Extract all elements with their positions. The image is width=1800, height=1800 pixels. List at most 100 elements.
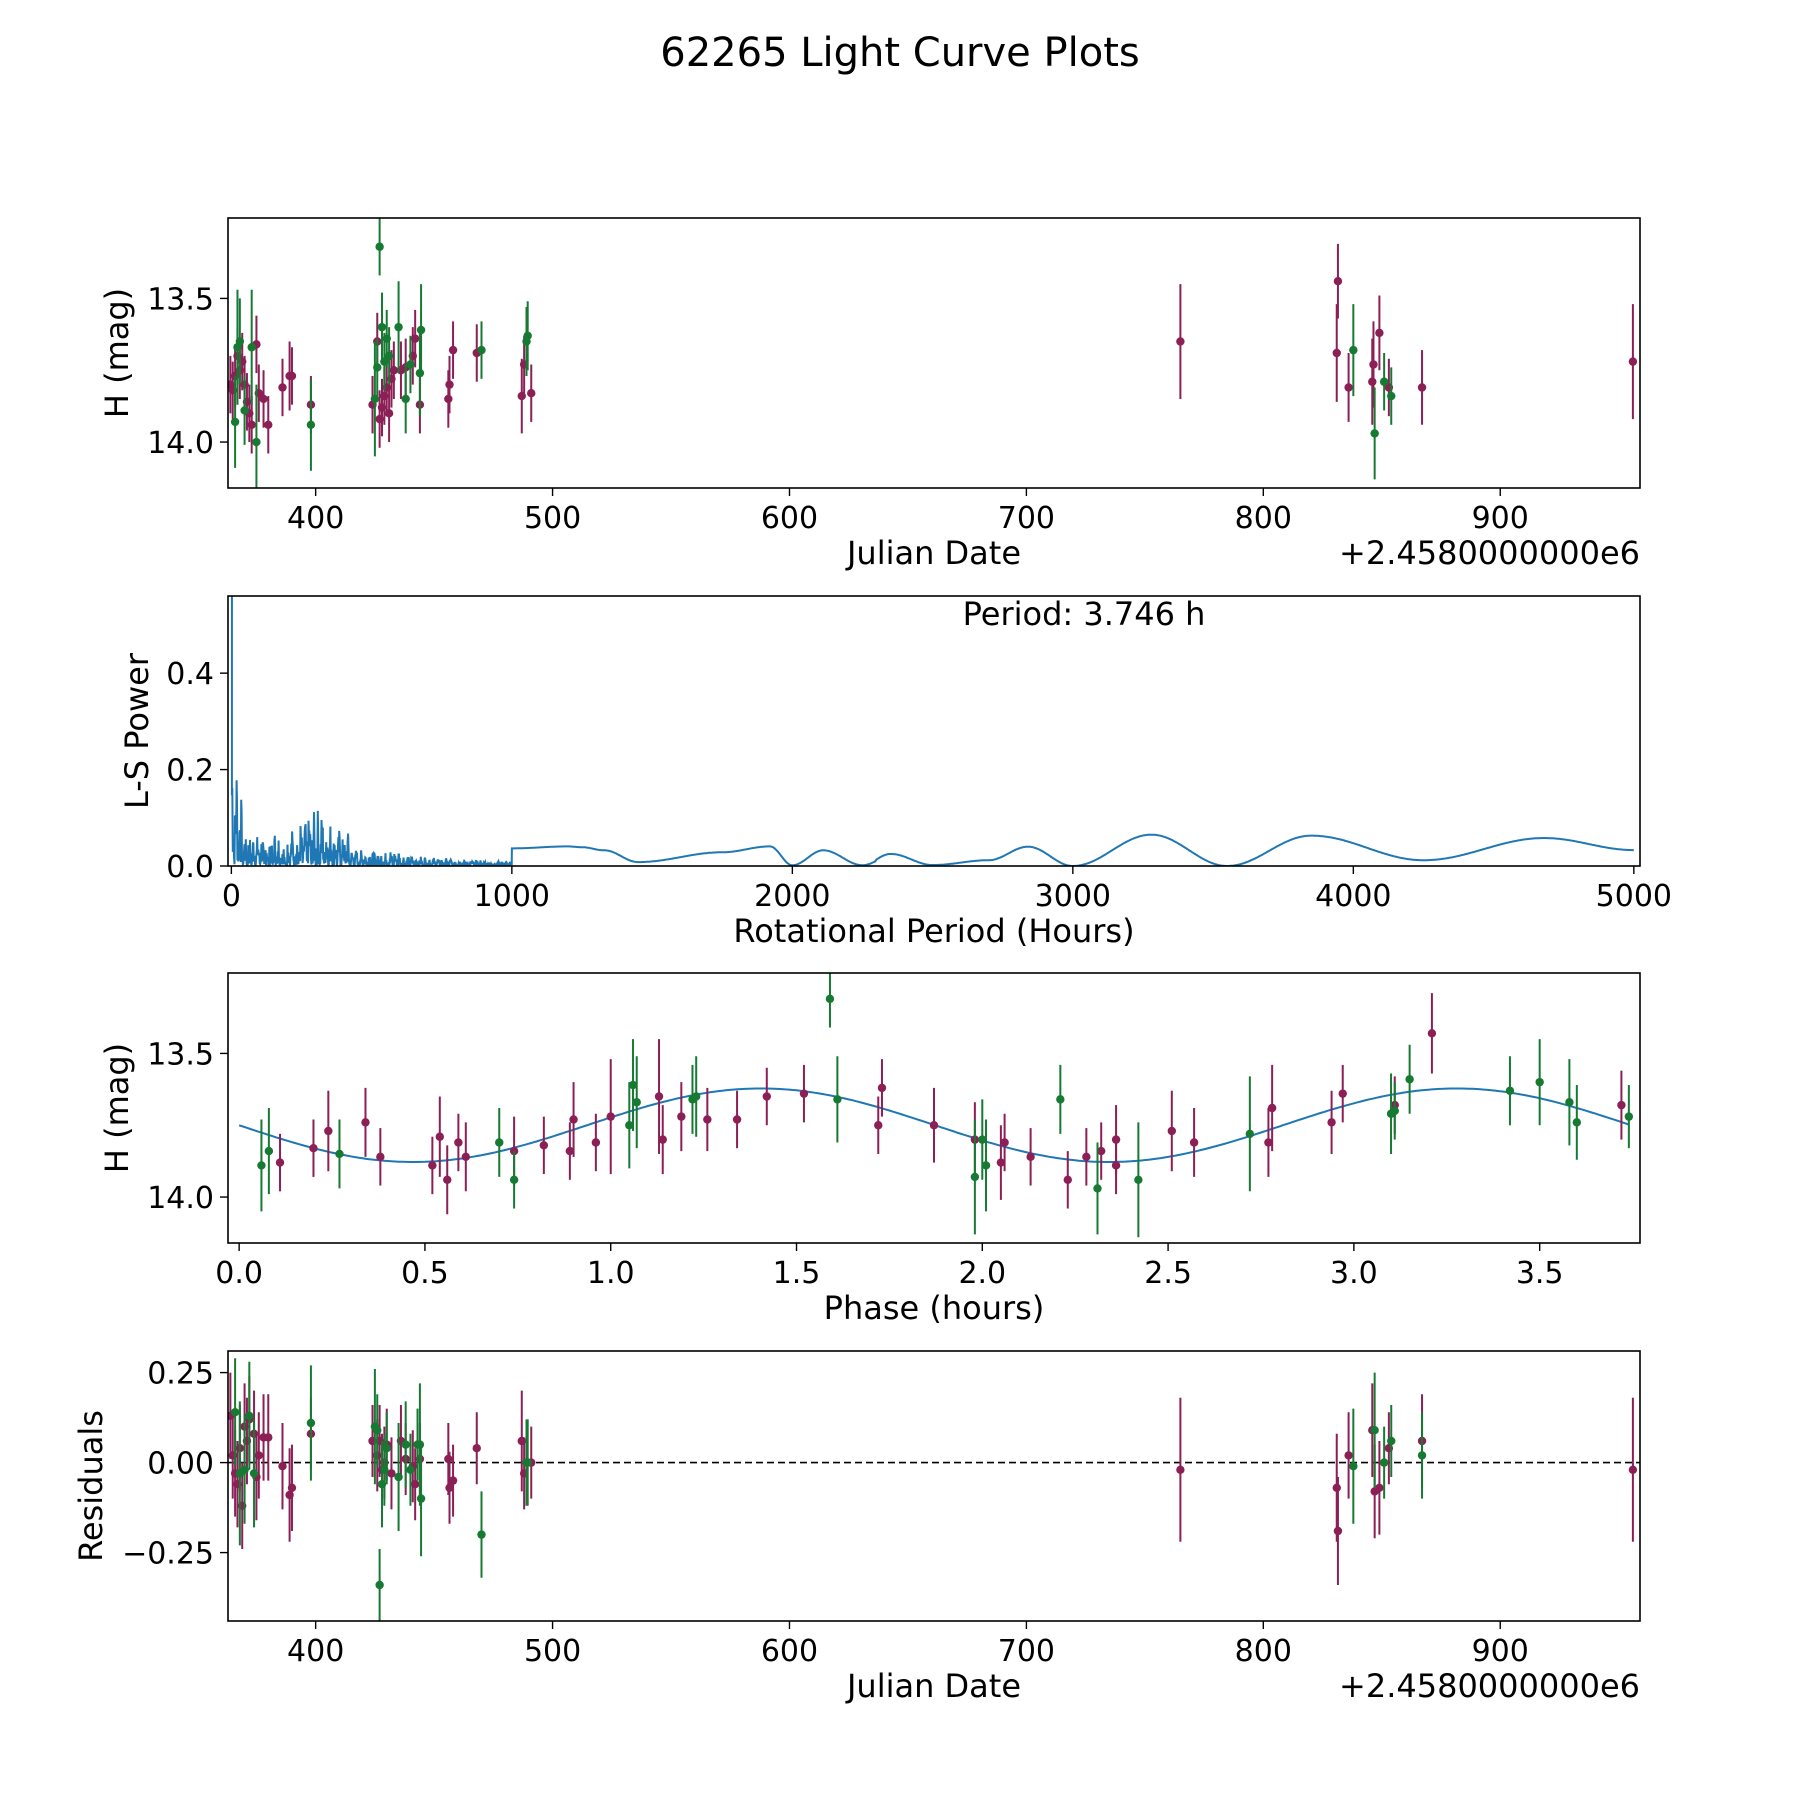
data-point: [477, 1530, 486, 1539]
data-point: [406, 1465, 415, 1475]
data-point: [569, 1115, 578, 1124]
data-point: [387, 1469, 396, 1478]
residuals-points: [228, 1358, 1638, 1621]
x-tick-label: 3.5: [1516, 1256, 1564, 1291]
x-tick-label: 400: [287, 1634, 344, 1669]
data-point: [454, 1138, 463, 1147]
data-point: [1349, 345, 1358, 355]
data-point: [306, 420, 316, 430]
data-point: [877, 1083, 887, 1093]
data-point: [591, 1138, 601, 1147]
data-point: [1097, 1146, 1106, 1156]
x-tick-label: 1.5: [773, 1256, 821, 1291]
data-point: [1617, 1100, 1626, 1110]
data-point: [410, 1480, 420, 1489]
data-point: [691, 1092, 701, 1101]
data-point: [361, 1118, 370, 1127]
data-point: [1063, 1175, 1072, 1185]
data-point: [444, 1454, 453, 1464]
data-point: [1379, 1458, 1389, 1467]
y-tick-label: 0.00: [147, 1447, 214, 1482]
data-point: [1417, 383, 1427, 392]
residuals-frame: [227, 1350, 1641, 1622]
data-point: [1327, 1118, 1336, 1127]
y-tick-label: −0.25: [122, 1537, 214, 1572]
phased-curve-points: [257, 973, 1634, 1238]
residuals-offset-text: +2.4580000000e6: [1339, 1667, 1640, 1705]
light-curve-frame: [227, 217, 1641, 489]
data-point: [287, 1483, 297, 1493]
data-point: [1344, 1451, 1353, 1460]
data-point: [539, 1141, 549, 1150]
data-point: [1417, 1451, 1427, 1460]
data-point: [978, 1135, 987, 1144]
data-point: [373, 1426, 382, 1435]
data-point: [252, 437, 261, 447]
data-point: [375, 242, 384, 251]
data-point: [247, 420, 256, 430]
data-point: [230, 1408, 240, 1417]
data-point: [509, 1175, 519, 1185]
data-point: [401, 394, 410, 404]
data-point: [1387, 391, 1396, 401]
y-tick-label: 13.5: [147, 1037, 214, 1072]
data-point: [410, 334, 420, 343]
periodogram-xlabel: Rotational Period (Hours): [733, 912, 1134, 950]
data-point: [495, 1138, 504, 1147]
x-tick-label: 5000: [1596, 879, 1672, 914]
x-tick-label: 700: [998, 501, 1055, 536]
data-point: [1134, 1175, 1143, 1185]
data-point: [278, 383, 287, 392]
data-point: [394, 322, 403, 332]
data-point: [370, 394, 380, 404]
data-point: [240, 406, 249, 415]
periodogram-ylabel: L-S Power: [118, 652, 156, 809]
phased-curve-ylabel: H (mag): [98, 1043, 136, 1173]
data-point: [245, 1411, 254, 1421]
data-point: [461, 1152, 471, 1162]
data-point: [833, 1095, 842, 1104]
data-point: [677, 1112, 686, 1121]
data-point: [264, 420, 273, 430]
data-point: [1369, 360, 1378, 369]
data-point: [394, 1472, 403, 1482]
data-point: [762, 1092, 771, 1101]
data-point: [375, 1580, 384, 1590]
residuals-axes: 400 500 600 700 800 900 0.25 0.00 −0.25 Julian Da…: [72, 1350, 1641, 1705]
x-tick-label: 3000: [1035, 879, 1111, 914]
data-point: [628, 1080, 638, 1090]
data-point: [565, 1146, 575, 1156]
data-point: [1338, 1089, 1347, 1098]
data-point: [373, 363, 382, 372]
periodogram-frame: [227, 595, 1641, 867]
data-point: [1628, 357, 1638, 366]
data-point: [264, 1146, 274, 1156]
data-point: [658, 1135, 667, 1144]
data-point: [247, 343, 256, 352]
data-point: [1245, 1129, 1255, 1139]
data-point: [1505, 1086, 1515, 1095]
data-point: [1056, 1095, 1065, 1104]
period-annotation: Period: 3.746 h: [963, 595, 1206, 633]
data-point: [1624, 1112, 1634, 1121]
residuals-ylabel: Residuals: [72, 1410, 110, 1562]
x-tick-label: 2.0: [958, 1256, 1006, 1291]
phased-curve-frame: [227, 972, 1641, 1244]
data-point: [1628, 1465, 1638, 1475]
data-point: [981, 1161, 991, 1170]
y-tick-label: 0.4: [166, 657, 214, 692]
data-point: [1344, 383, 1353, 392]
data-point: [606, 1112, 615, 1121]
data-point: [384, 409, 394, 418]
data-point: [477, 345, 486, 355]
x-tick-label: 500: [524, 501, 581, 536]
x-tick-label: 500: [524, 1634, 581, 1669]
power-line: [230, 596, 1634, 866]
x-tick-label: 700: [998, 1634, 1055, 1669]
periodogram-axes: 0 1000 2000 3000 4000 5000 0.0 0.2 0.4 Rotational…: [118, 595, 1672, 950]
data-point: [415, 1440, 425, 1449]
data-point: [1332, 348, 1341, 358]
y-tick-label: 14.0: [147, 1181, 214, 1216]
data-point: [654, 1092, 664, 1101]
phased-curve-xlabel: Phase (hours): [824, 1289, 1045, 1327]
